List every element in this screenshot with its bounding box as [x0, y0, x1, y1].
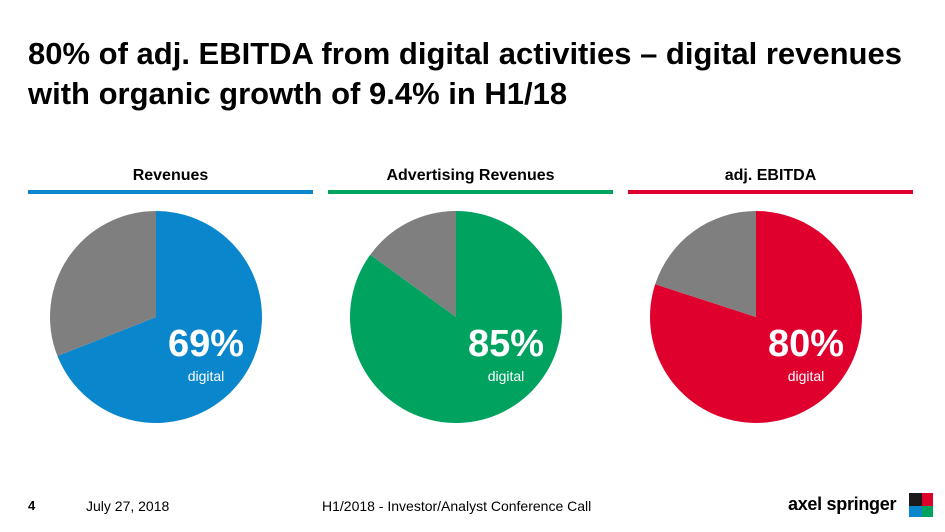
revenues-pie-chart: 69% digital: [49, 211, 262, 423]
revenues-chart-title: Revenues: [132, 167, 209, 184]
pie-slice-other: [49, 211, 156, 357]
pie-slice-digital: [350, 211, 562, 424]
ebitda-panel: adj. EBITDA 80% digital: [628, 165, 913, 435]
ebitda-title-rule: [628, 190, 913, 194]
advertising-revenues-pie-chart: 85% digital: [350, 211, 562, 424]
pie-center-percent-label: 80%: [768, 323, 844, 365]
advertising-revenues-panel: Advertising Revenues 85% digital: [328, 165, 613, 435]
ebitda-chart-title: adj. EBITDA: [724, 167, 817, 184]
pie-slice-other: [655, 211, 756, 317]
brand-logo-icon: [909, 493, 933, 517]
pie-center-percent-label: 69%: [168, 323, 244, 365]
revenues-panel: Revenues 69% digital: [28, 165, 313, 435]
footer-date: July 27, 2018: [86, 498, 170, 514]
revenues-title-rule: [28, 190, 313, 194]
pie-slice-digital: [57, 211, 262, 423]
slide-title: 80% of adj. EBITDA from digital activiti…: [28, 36, 902, 111]
pie-center-percent-label: 85%: [468, 323, 544, 365]
footer-event: H1/2018 - Investor/Analyst Conference Ca…: [322, 498, 592, 514]
pie-center-sublabel: digital: [188, 368, 225, 384]
pie-center-sublabel: digital: [488, 368, 525, 384]
pie-center-sublabel: digital: [788, 368, 825, 384]
advertising-revenues-chart-title: Advertising Revenues: [386, 167, 555, 184]
advertising-revenues-title-rule: [328, 190, 613, 194]
page-number: 4: [28, 498, 36, 513]
brand-name: axel springer: [788, 494, 897, 514]
ebitda-pie-chart: 80% digital: [650, 211, 862, 423]
pie-slice-other: [370, 211, 456, 317]
